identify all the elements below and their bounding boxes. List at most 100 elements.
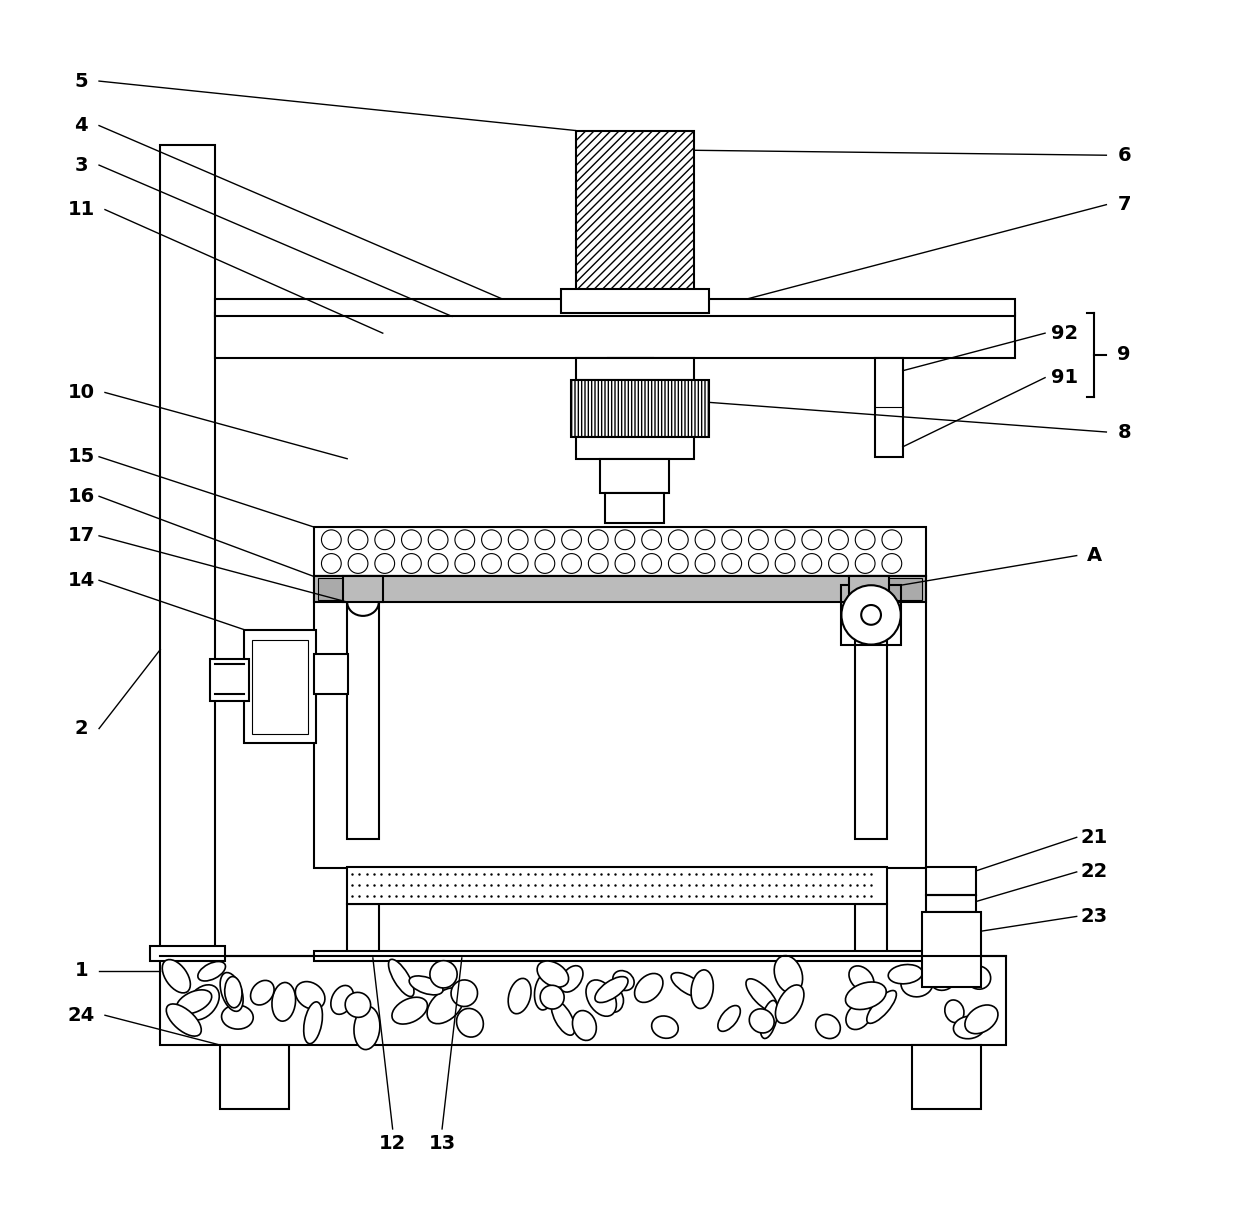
Text: 23: 23	[1081, 907, 1109, 926]
Ellipse shape	[304, 1002, 322, 1044]
Bar	[314, 951, 926, 961]
Ellipse shape	[846, 1004, 872, 1029]
Text: 17: 17	[68, 526, 94, 545]
Ellipse shape	[451, 981, 477, 1006]
Bar	[219, 1045, 289, 1109]
Ellipse shape	[456, 1008, 484, 1037]
Ellipse shape	[965, 1005, 998, 1034]
Ellipse shape	[595, 977, 627, 1002]
Circle shape	[828, 530, 848, 550]
Circle shape	[642, 554, 661, 573]
Ellipse shape	[537, 961, 569, 987]
Bar	[870, 578, 921, 600]
Ellipse shape	[760, 1000, 777, 1039]
Circle shape	[348, 554, 368, 573]
Circle shape	[508, 530, 528, 550]
Bar	[314, 577, 926, 868]
Ellipse shape	[392, 997, 428, 1024]
Ellipse shape	[846, 982, 887, 1010]
Bar	[347, 867, 887, 904]
Ellipse shape	[534, 973, 554, 1010]
Circle shape	[615, 530, 635, 550]
Text: 13: 13	[429, 1134, 455, 1154]
Ellipse shape	[353, 1006, 379, 1050]
Ellipse shape	[176, 990, 212, 1014]
Bar	[608, 358, 652, 431]
Bar	[926, 867, 976, 894]
Circle shape	[856, 554, 875, 573]
Ellipse shape	[691, 970, 713, 1008]
Circle shape	[348, 530, 368, 550]
Ellipse shape	[573, 1011, 596, 1040]
Text: 4: 4	[74, 116, 88, 135]
Bar	[911, 1045, 981, 1109]
Circle shape	[321, 530, 341, 550]
Bar	[215, 314, 1016, 358]
Ellipse shape	[816, 1014, 841, 1039]
Text: 11: 11	[68, 200, 95, 219]
Circle shape	[402, 530, 422, 550]
Text: 9: 9	[1117, 345, 1131, 365]
Circle shape	[562, 554, 582, 573]
Bar	[560, 288, 709, 314]
Ellipse shape	[331, 985, 353, 1014]
Text: 12: 12	[379, 1134, 407, 1154]
Circle shape	[722, 530, 742, 550]
Bar	[314, 577, 926, 602]
Bar	[347, 602, 378, 839]
Circle shape	[802, 530, 822, 550]
Ellipse shape	[605, 989, 624, 1012]
Bar	[575, 358, 694, 379]
Text: 22: 22	[1081, 863, 1109, 881]
Ellipse shape	[613, 971, 634, 990]
Text: 2: 2	[74, 719, 88, 738]
Bar	[215, 298, 1016, 316]
Ellipse shape	[901, 970, 932, 996]
Ellipse shape	[388, 960, 414, 996]
Circle shape	[588, 530, 608, 550]
Circle shape	[534, 554, 554, 573]
Bar	[314, 654, 348, 694]
Ellipse shape	[635, 973, 663, 1002]
Circle shape	[374, 554, 394, 573]
Bar	[160, 956, 1006, 1045]
Circle shape	[775, 554, 795, 573]
Circle shape	[749, 554, 769, 573]
Text: 92: 92	[1052, 324, 1079, 343]
Circle shape	[508, 554, 528, 573]
Ellipse shape	[272, 983, 295, 1022]
Circle shape	[428, 554, 448, 573]
Ellipse shape	[867, 990, 897, 1023]
Ellipse shape	[427, 988, 464, 1024]
Bar	[849, 577, 889, 602]
Ellipse shape	[718, 1006, 740, 1031]
Text: 91: 91	[1052, 368, 1079, 387]
Circle shape	[615, 554, 635, 573]
Text: A: A	[1087, 547, 1102, 565]
Circle shape	[668, 530, 688, 550]
Ellipse shape	[945, 1000, 963, 1023]
Ellipse shape	[856, 588, 887, 616]
Circle shape	[882, 530, 901, 550]
Bar	[150, 947, 224, 961]
Circle shape	[588, 554, 608, 573]
Ellipse shape	[224, 977, 242, 1007]
Bar	[244, 630, 315, 743]
Ellipse shape	[749, 1008, 774, 1033]
Circle shape	[481, 530, 501, 550]
Circle shape	[481, 554, 501, 573]
Bar	[210, 659, 249, 701]
Ellipse shape	[162, 960, 191, 993]
Circle shape	[696, 554, 715, 573]
Text: 14: 14	[68, 571, 95, 590]
Ellipse shape	[186, 985, 219, 1021]
Bar	[605, 493, 665, 522]
Text: 24: 24	[68, 1006, 95, 1025]
Bar	[842, 585, 900, 645]
Circle shape	[562, 530, 582, 550]
Ellipse shape	[967, 966, 991, 989]
Ellipse shape	[409, 976, 443, 995]
Bar	[575, 438, 694, 458]
Bar	[314, 527, 926, 577]
Ellipse shape	[746, 979, 777, 1012]
